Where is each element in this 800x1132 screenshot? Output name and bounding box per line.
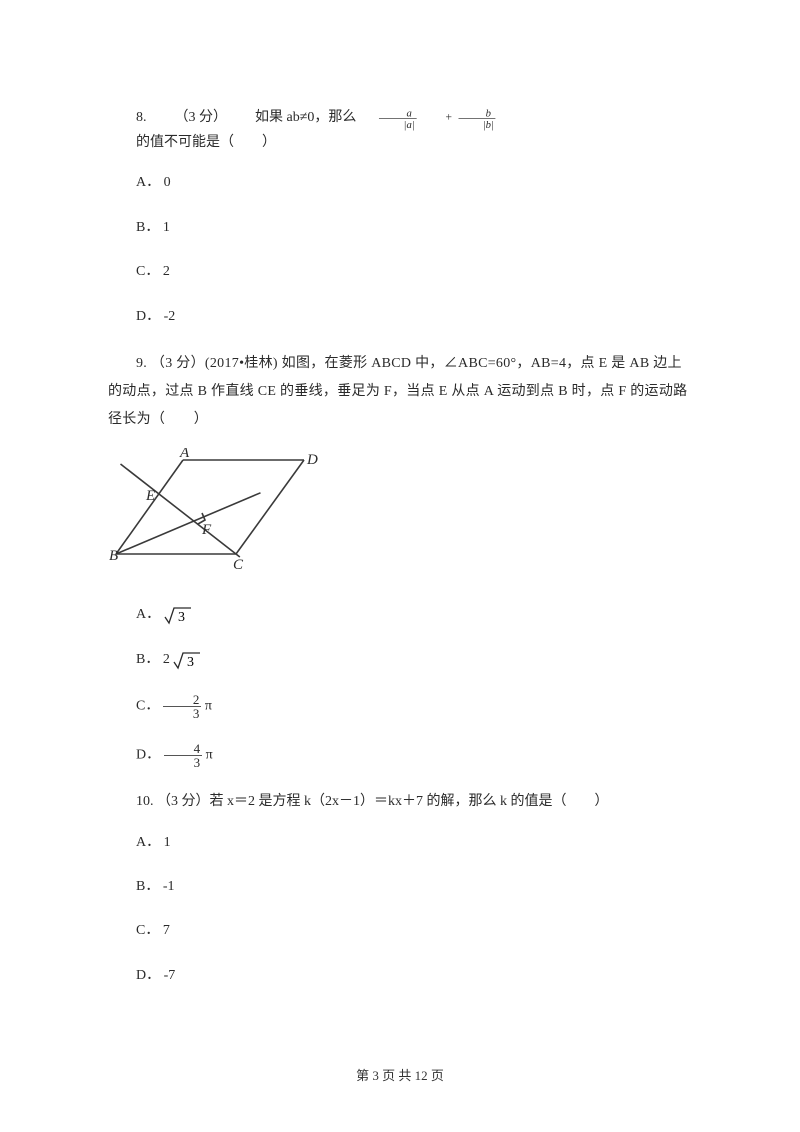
q9-stem: 9. （3 分）(2017•桂林) 如图，在菱形 ABCD 中，∠ABC=60°… [108, 350, 692, 434]
svg-text:B: B [109, 548, 118, 564]
rhombus-diagram: A B C D E F [108, 448, 318, 578]
sqrt-icon: 3 [173, 650, 201, 670]
q9-b-pre: B． 2 [136, 652, 173, 667]
q9-options: A． 3 B． 2 3 C． 23 π D． 43 π [108, 604, 692, 769]
footer-text: 第 3 页 共 12 页 [356, 1068, 444, 1083]
q9-source: (2017•桂林) [205, 356, 282, 371]
q9-c-pre: C． [136, 699, 163, 714]
svg-text:D: D [306, 452, 318, 468]
q8-number: 8. [108, 107, 147, 129]
q8-points: （3 分） [147, 107, 228, 129]
q8-opt-b: B． 1 [108, 217, 692, 239]
sqrt-val-a: 3 [178, 610, 185, 625]
frac-c-num: 2 [163, 693, 202, 707]
q10-stem: 10. （3 分）若 x＝2 是方程 k（2x－1）＝kx＋7 的解，那么 k … [108, 791, 692, 813]
svg-text:C: C [233, 557, 244, 573]
question-8: 8. （3 分） 如果 ab≠0，那么 a |a| + b |b| 的值不可能是… [108, 105, 692, 328]
svg-text:F: F [201, 522, 212, 538]
q8-text-1: 如果 ab≠0，那么 [227, 107, 356, 129]
q10-points: （3 分） [157, 794, 210, 809]
question-9: 9. （3 分）(2017•桂林) 如图，在菱形 ABCD 中，∠ABC=60°… [108, 350, 692, 769]
q9-diagram: A B C D E F [108, 448, 692, 586]
q8-formula: a |a| + b |b| [356, 107, 496, 129]
frac-a-bot: |a| [379, 119, 416, 130]
q9-opt-b: B． 2 3 [108, 649, 692, 671]
q9-opt-d: D． 43 π [108, 742, 692, 769]
sqrt-val-b: 3 [187, 655, 194, 670]
plus-sign: + [420, 109, 456, 127]
svg-text:A: A [179, 448, 190, 461]
page-footer: 第 3 页 共 12 页 [0, 1065, 800, 1084]
q10-opt-c: C． 7 [108, 920, 692, 942]
q8-text-2: 的值不可能是（ ） [108, 132, 276, 154]
q9-opt-c: C． 23 π [108, 693, 692, 720]
q10-options: A． 1 B． -1 C． 7 D． -7 [108, 832, 692, 988]
sqrt-icon: 3 [164, 605, 192, 625]
q8-options: A． 0 B． 1 C． 2 D． -2 [108, 172, 692, 328]
q8-opt-a: A． 0 [108, 172, 692, 194]
q9-d-suf: π [202, 748, 213, 763]
frac-b-bot: |b| [459, 119, 496, 130]
q9-number: 9. [108, 356, 151, 371]
q10-opt-a: A． 1 [108, 832, 692, 854]
q10-text: 若 x＝2 是方程 k（2x－1）＝kx＋7 的解，那么 k 的值是（ ） [210, 794, 609, 809]
q8-opt-d: D． -2 [108, 306, 692, 328]
q9-c-suf: π [201, 699, 212, 714]
q8-stem: 8. （3 分） 如果 ab≠0，那么 a |a| + b |b| 的值不可能是… [108, 105, 692, 154]
q9-opt-a: A． 3 [108, 604, 692, 626]
q9-a-pre: A． [136, 607, 164, 622]
svg-text:E: E [145, 488, 155, 504]
frac-d-num: 4 [164, 742, 203, 756]
frac-d-den: 3 [164, 756, 203, 769]
q10-opt-d: D． -7 [108, 965, 692, 987]
q10-opt-b: B． -1 [108, 876, 692, 898]
frac-c-den: 3 [163, 707, 202, 720]
q10-number: 10. [136, 794, 157, 809]
q9-points: （3 分） [151, 356, 205, 371]
q8-opt-c: C． 2 [108, 261, 692, 283]
q9-d-pre: D． [136, 748, 164, 763]
question-10: 10. （3 分）若 x＝2 是方程 k（2x－1）＝kx＋7 的解，那么 k … [108, 791, 692, 987]
